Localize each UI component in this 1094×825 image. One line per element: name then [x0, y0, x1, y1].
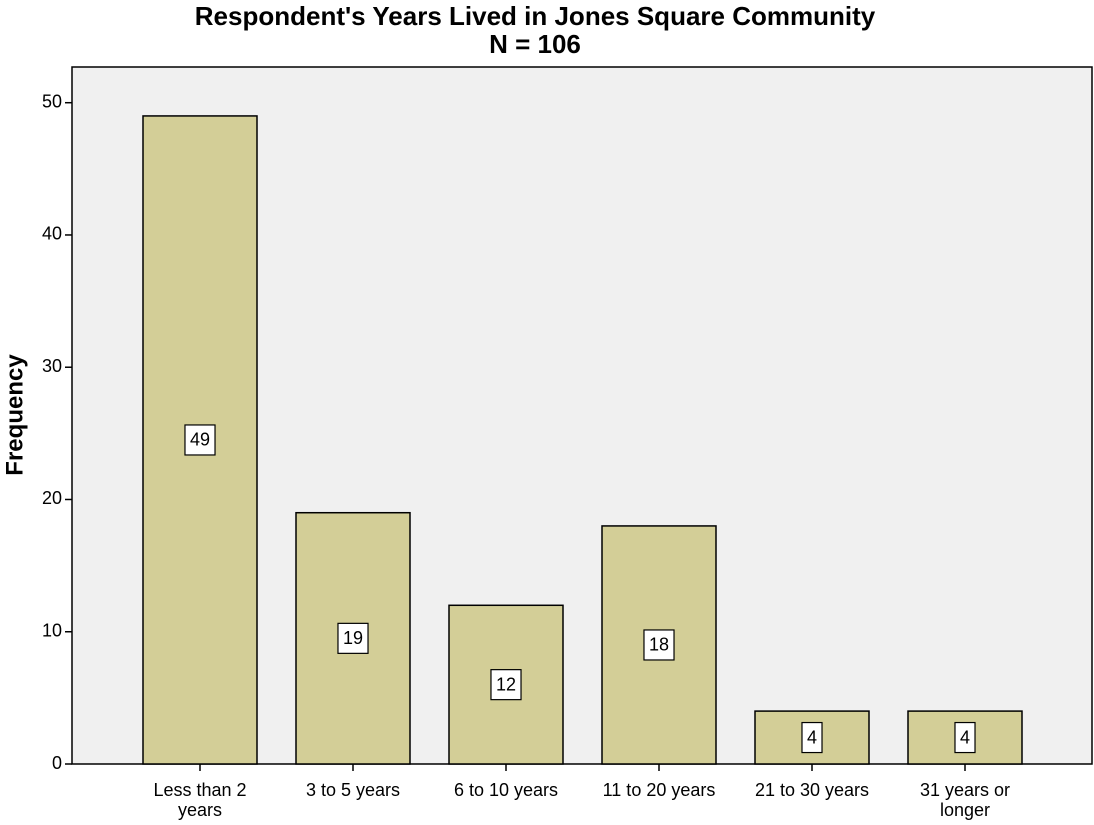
x-tick-label: 3 to 5 years — [305, 780, 401, 800]
x-tick-label: Less than 2 years — [153, 780, 247, 820]
x-tick-label: 6 to 10 years — [453, 780, 559, 800]
x-tick-label: 11 to 20 years — [602, 780, 716, 800]
value-label: 4 — [960, 727, 970, 747]
chart-title: Respondent's Years Lived in Jones Square… — [195, 1, 876, 31]
value-label-box — [801, 721, 823, 754]
y-tick-label: 30 — [42, 356, 62, 376]
value-label: 49 — [190, 430, 210, 450]
y-tick-label: 40 — [42, 224, 62, 244]
y-axis-label: Frequency — [1, 354, 28, 476]
value-label-box — [954, 721, 976, 754]
y-tick-label: 10 — [42, 620, 62, 640]
value-label-box — [643, 629, 675, 661]
value-label: 12 — [496, 674, 516, 694]
chart-subtitle: N = 106 — [489, 29, 581, 59]
value-label: 4 — [807, 727, 817, 747]
x-tick-label: 21 to 30 years — [754, 780, 870, 800]
value-label: 19 — [343, 628, 363, 648]
value-label-box — [184, 424, 216, 456]
y-tick-label: 20 — [42, 488, 62, 508]
y-tick-label: 50 — [42, 91, 62, 111]
value-label: 18 — [649, 635, 669, 655]
value-label-box — [337, 622, 369, 654]
x-tick-label: 31 years or longer — [919, 780, 1011, 820]
y-tick-label: 0 — [52, 753, 62, 773]
value-label-box — [490, 669, 522, 701]
